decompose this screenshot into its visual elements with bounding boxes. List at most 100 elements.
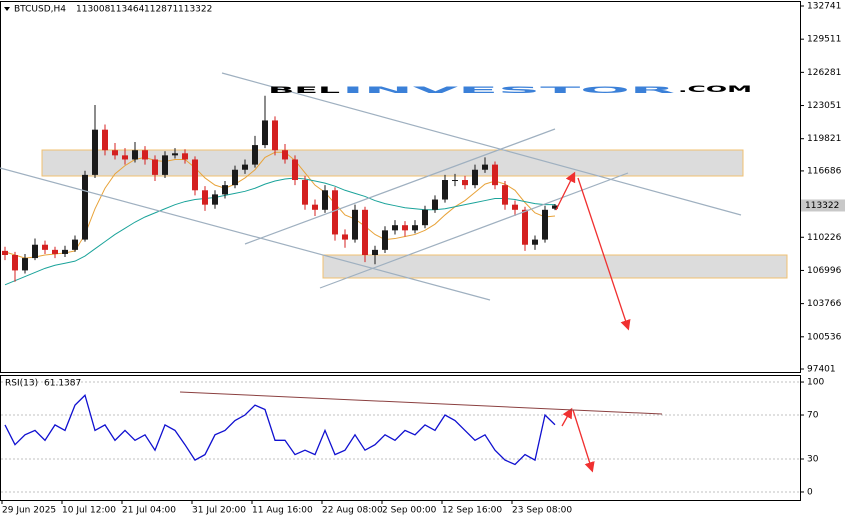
candle-body <box>462 180 468 186</box>
moving-average <box>4 177 555 286</box>
y-tick-label: 126281 <box>807 68 841 78</box>
rsi-value: 61.1387 <box>44 379 81 389</box>
x-tick-label: 10 Jul 12:00 <box>62 506 116 516</box>
candle-body <box>322 190 328 210</box>
candle-body <box>212 194 218 205</box>
candle-body <box>492 164 498 186</box>
header-close: 113322 <box>178 5 212 15</box>
candle-body <box>92 129 98 175</box>
candle-body <box>422 209 428 226</box>
candle-body <box>262 120 268 146</box>
rsi-trend-line <box>179 391 663 415</box>
candle-body <box>502 185 508 205</box>
candle-body <box>112 150 118 156</box>
watermark-prefix: BEL <box>268 86 341 96</box>
y-tick-label: 110226 <box>807 233 842 243</box>
candle-body <box>352 209 358 240</box>
rsi-panel <box>0 375 801 501</box>
candle-body <box>312 204 318 210</box>
candle-body <box>542 209 548 240</box>
support-zone <box>322 254 788 279</box>
candle-body <box>332 190 338 235</box>
candle-body <box>132 150 138 160</box>
y-tick-label: 97401 <box>807 365 836 375</box>
candle-body <box>102 129 108 151</box>
candle-body <box>402 225 408 231</box>
y-tick-label: 119821 <box>807 134 841 144</box>
watermark-brand: INVESTOR <box>342 86 675 96</box>
x-tick-label: 29 Jun 2025 <box>2 506 56 516</box>
candle-body <box>302 180 308 205</box>
current-price-label: 113322 <box>805 201 839 211</box>
x-tick-label: 22 Aug 08:00 <box>322 506 383 516</box>
candle-body <box>142 150 148 160</box>
rsi-line <box>4 393 556 466</box>
candle-body <box>42 244 48 250</box>
candle-body <box>392 225 398 231</box>
x-tick-label: 23 Sep 08:00 <box>512 506 572 516</box>
watermark-suffix: .COM <box>678 85 752 95</box>
x-tick-label: 11 Aug 16:00 <box>252 506 313 516</box>
candle-body <box>52 249 58 254</box>
candle-body <box>82 174 88 240</box>
x-tick-label: 2 Sep 00:00 <box>382 506 437 516</box>
candle-body <box>22 258 28 271</box>
candle-body <box>2 250 8 255</box>
y-tick-label: 0 <box>807 487 813 497</box>
candle-body <box>282 150 288 160</box>
candle-body <box>62 249 68 254</box>
moving-average <box>4 151 556 259</box>
series-layer <box>1 95 800 493</box>
candle-body <box>182 153 188 160</box>
candle-body <box>452 180 458 182</box>
forecast-arrows <box>555 171 631 473</box>
resistance-zone <box>41 149 744 177</box>
candle-body <box>72 239 78 250</box>
candle-body <box>12 254 18 271</box>
y-tick-label: 30 <box>807 454 819 464</box>
trend-line <box>319 172 629 289</box>
rsi-name: RSI(13) <box>5 379 38 389</box>
candle-body <box>412 225 418 231</box>
candle-body <box>442 180 448 200</box>
y-tick-label: 132741 <box>807 1 841 11</box>
candle-body <box>32 244 38 259</box>
candle-body <box>372 249 378 255</box>
candle-body <box>532 239 538 245</box>
symbol: BTCUSD,H4 <box>14 5 66 15</box>
price-panel <box>0 1 801 373</box>
current-price-box <box>801 199 845 212</box>
candle-body <box>242 164 248 170</box>
candle-body <box>342 234 348 240</box>
candle-body <box>382 230 388 250</box>
x-tick-label: 21 Jul 04:00 <box>122 506 176 516</box>
candle-body <box>522 209 528 245</box>
trend-line <box>244 128 556 245</box>
header-high: 113464 <box>110 5 145 15</box>
trend-line <box>221 72 742 216</box>
candle-body <box>202 190 208 205</box>
y-tick-label: 116686 <box>807 166 842 176</box>
symbol-icon <box>4 7 10 11</box>
candle-body <box>162 155 168 175</box>
y-tick-label: 100 <box>807 378 824 388</box>
candle-body <box>172 153 178 156</box>
candle-body <box>482 164 488 170</box>
candle-body <box>192 159 198 191</box>
candle-body <box>512 204 518 210</box>
candle-body <box>122 155 128 160</box>
candle-body <box>552 205 558 209</box>
y-tick-label: 70 <box>807 411 819 421</box>
candle-body <box>152 159 158 175</box>
x-tick-label: 31 Jul 20:00 <box>192 506 246 516</box>
y-tick-label: 100536 <box>807 332 842 342</box>
candle-body <box>362 209 368 255</box>
y-tick-label: 103766 <box>807 299 842 309</box>
candle-body <box>232 169 238 186</box>
candle-body <box>272 120 278 151</box>
y-tick-label: 123051 <box>807 101 841 111</box>
candle-body <box>472 169 478 186</box>
arrow <box>577 177 631 331</box>
arrow <box>561 407 573 427</box>
